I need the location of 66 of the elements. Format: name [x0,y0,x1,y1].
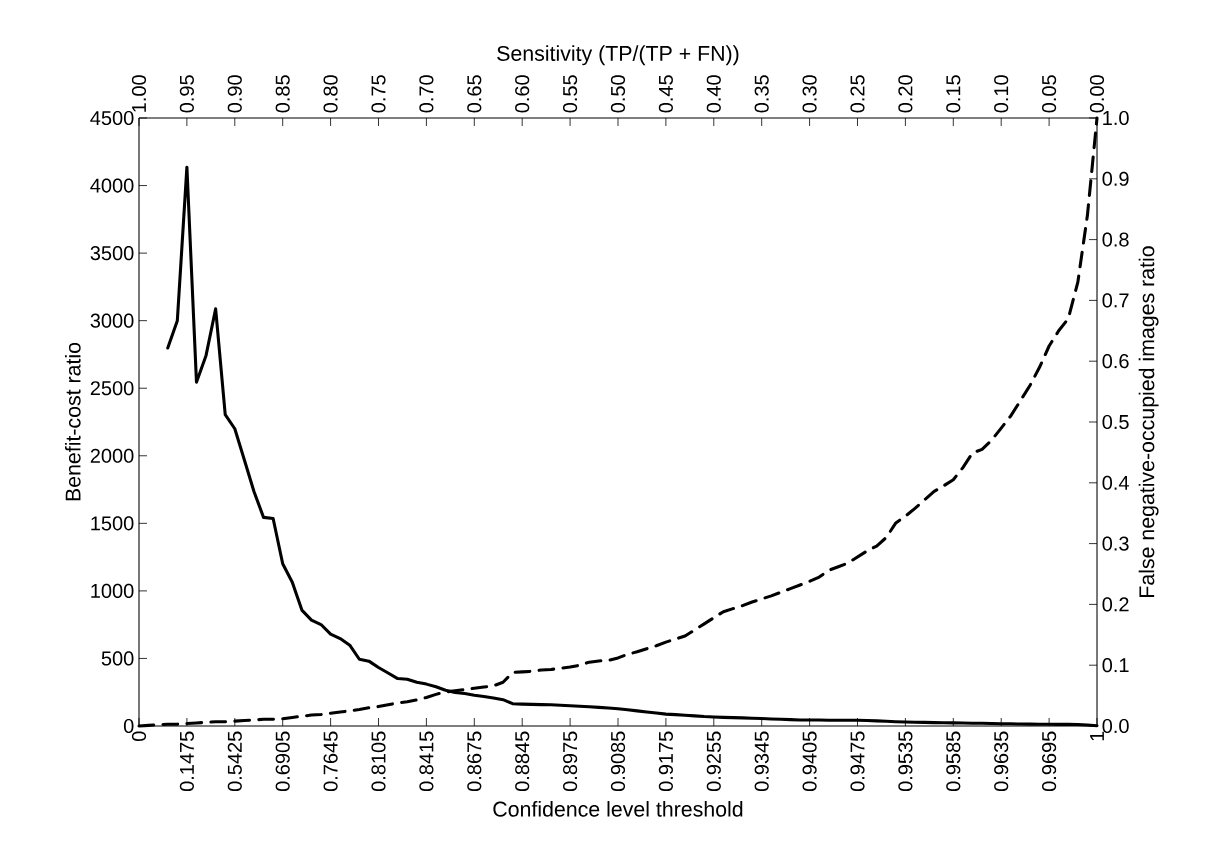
y-tick-label: 4000 [90,178,134,193]
y-tick-label: 1000 [91,583,134,598]
x2-tick-label: 0.90 [227,75,242,113]
x2-tick-label: 0.55 [563,75,578,113]
x2-tick-label: 0.00 [1089,75,1105,113]
x-tick-label: 0.8105 [371,731,386,792]
x-tick-label: 0.9635 [994,731,1009,792]
x2-tick-label: 0.85 [275,75,290,113]
x-tick-label: 0.9255 [706,731,721,792]
x2-tick-label: 0.60 [515,75,530,113]
x-tick-label: 0.9695 [1042,731,1057,792]
x2-tick-label: 0.25 [850,75,865,113]
x-tick-label: 0.8675 [467,731,482,792]
x2-tick-label: 0.50 [610,75,626,113]
x2-tick-label: 0.70 [419,75,434,113]
y-tick-label: 3000 [90,313,134,328]
x-tick-label: 0.9085 [610,731,626,792]
y2-tick-label: 0.4 [1102,475,1129,490]
y-tick-label: 1500 [91,516,134,531]
x-axis-title: Confidence level threshold [493,801,743,817]
x-tick-label: 0.9585 [946,731,961,792]
y2-tick-label: 0.9 [1102,171,1129,186]
x-tick-label: 0.7645 [323,731,338,792]
y2-tick-label: 0.3 [1102,536,1129,551]
x-tick-label: 0.1475 [179,731,194,792]
y-axis-title: Benefit-cost ratio [64,342,81,501]
x-tick-label: 0.9405 [802,731,817,792]
x-tick-label: 0.8415 [419,731,434,792]
x2-tick-label: 0.10 [994,75,1009,113]
x-tick-label: 0.5425 [227,731,242,792]
x-tick-label: 0.8975 [563,731,578,792]
x2-tick-label: 0.30 [802,75,817,113]
y2-tick-label: 0.7 [1102,293,1129,308]
y2-tick-label: 0.1 [1102,658,1129,673]
y2-tick-label: 0.5 [1102,414,1129,430]
x2-tick-label: 1.00 [131,75,147,112]
x-tick-label: 0 [131,731,147,742]
x2-tick-label: 0.65 [467,75,482,113]
x2-tick-label: 0.45 [658,75,673,113]
y-tick-label: 500 [101,651,134,666]
x-tick-label: 1 [1090,731,1104,741]
x-tick-label: 0.8845 [515,731,530,792]
x-tick-label: 0.9475 [850,731,865,792]
x2-tick-label: 0.40 [706,75,721,113]
y-tick-label: 2000 [90,448,134,463]
x2-tick-label: 0.75 [371,75,386,113]
y2-tick-label: 1.0 [1103,110,1129,126]
x-tick-label: 0.9345 [754,731,769,792]
x2-axis-title: Sensitivity (TP/(TP + FN)) [497,45,739,66]
y2-tick-label: 0.8 [1102,232,1129,247]
y2-tick-label: 0.0 [1102,718,1129,734]
x-tick-label: 0.9175 [658,731,673,792]
x2-tick-label: 0.95 [179,75,194,113]
x-tick-label: 0.6905 [275,731,290,792]
x2-tick-label: 0.35 [754,75,769,113]
x2-tick-label: 0.15 [946,75,961,113]
y2-tick-label: 0.6 [1102,354,1129,369]
x2-tick-label: 0.05 [1042,75,1057,113]
x2-tick-label: 0.20 [898,75,913,113]
y-tick-label: 2500 [90,381,134,396]
y-tick-label: 3500 [90,246,134,261]
y2-axis-title: False negative-occupied images ratio [1138,246,1159,597]
y-tick-label: 4500 [90,110,134,126]
y2-tick-label: 0.2 [1102,597,1129,612]
x-tick-label: 0.9535 [898,731,913,792]
x2-tick-label: 0.80 [323,75,338,113]
